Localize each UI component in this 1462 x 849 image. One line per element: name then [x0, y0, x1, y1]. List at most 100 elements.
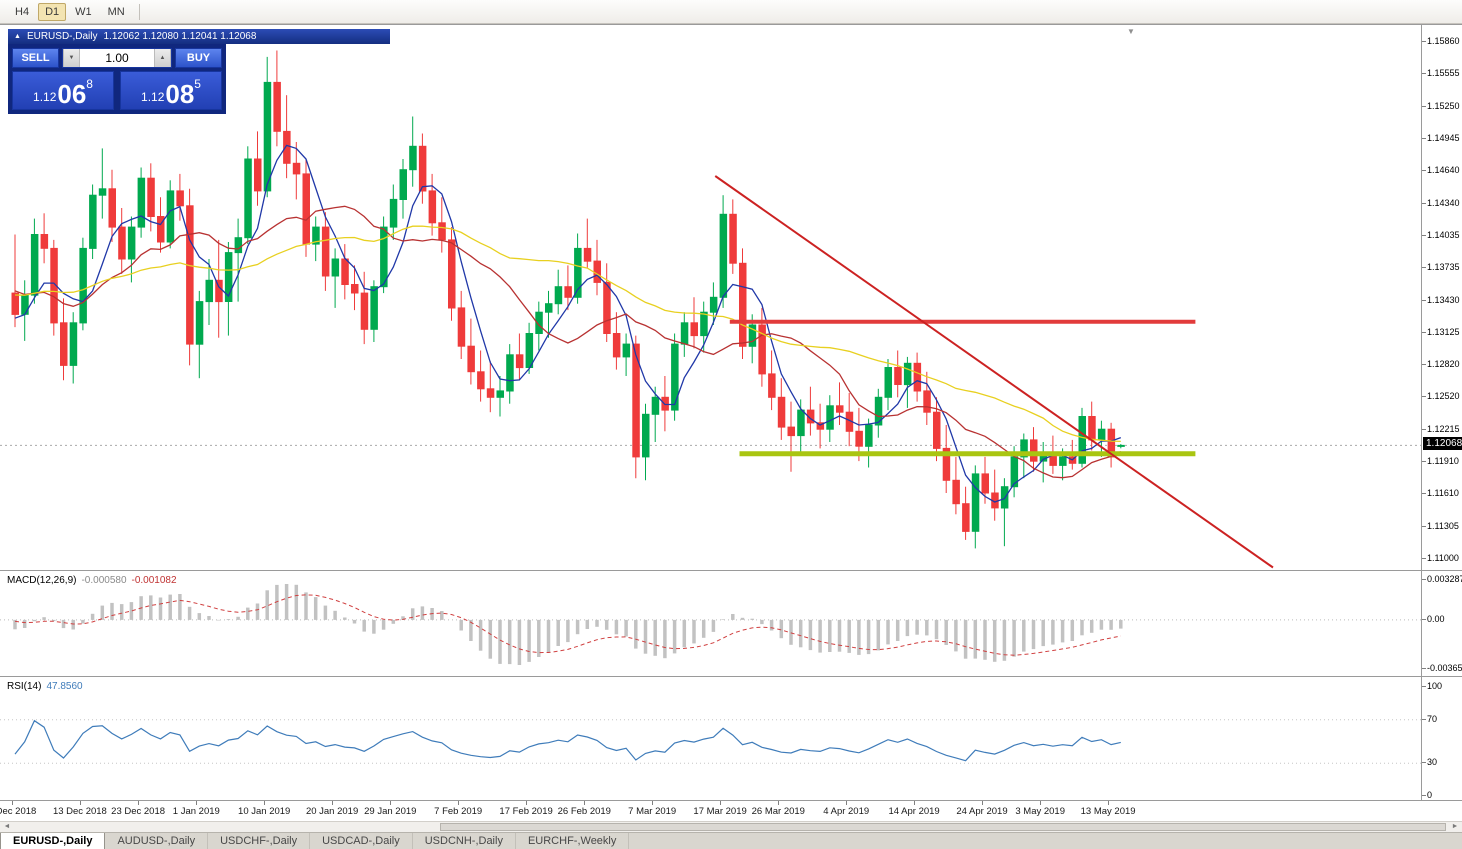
price-chart-canvas[interactable] [0, 26, 1421, 571]
candle-body [942, 447, 951, 481]
candle-body [836, 405, 844, 413]
candle-body [370, 286, 378, 330]
sell-button[interactable]: SELL [12, 48, 59, 68]
date-axis-label: 7 Mar 2019 [628, 806, 677, 817]
chart-horizontal-scrollbar[interactable]: ◄ ► [0, 821, 1462, 832]
macd-axis-label: -0.003655 [1427, 663, 1462, 673]
candle-body [709, 296, 718, 313]
timeframe-button-mn[interactable]: MN [107, 5, 125, 18]
candle-body [564, 286, 572, 298]
candle-body [816, 422, 825, 430]
candle-body [612, 333, 621, 358]
buy-price-display[interactable]: 1.12 08 5 [120, 71, 222, 110]
candle-body [127, 226, 136, 260]
candle-body [292, 162, 301, 175]
candle-body [632, 343, 640, 458]
candle-body [79, 247, 87, 324]
date-axis-label: 10 Jan 2019 [238, 806, 291, 817]
date-axis[interactable]: 4 Dec 2018 13 Dec 2018 23 Dec 2018 1 Jan 20… [0, 800, 1462, 821]
descending-trendline[interactable] [714, 175, 1274, 569]
candle-body [331, 258, 340, 277]
candle-body [409, 145, 417, 171]
macd-indicator-pane[interactable]: MACD(12,26,9) -0.000580 -0.001082 [0, 570, 1421, 676]
date-axis-label: 24 Apr 2019 [956, 806, 1008, 817]
price-axis-label: 1.12215 [1427, 423, 1460, 434]
price-axis-label: 1.14640 [1427, 165, 1460, 176]
sell-price-display[interactable]: 1.12 06 8 [12, 71, 114, 110]
candle-body [341, 258, 349, 285]
date-axis-label: 20 Jan 2019 [305, 806, 359, 817]
chart-tab-bar: EURUSD-,Daily AUDUSD-,Daily USDCHF-,Daily U… [0, 832, 1462, 849]
candle-body [302, 173, 310, 245]
candle-body [195, 301, 204, 345]
price-axis[interactable]: 1.15860 1.15555 1.15250 1.14945 1.14640 1.143… [1421, 24, 1462, 570]
chart-tab-usdcnh[interactable]: USDCNH-,Daily [413, 833, 516, 849]
price-axis-label: 1.11000 [1427, 553, 1459, 563]
chart-tab-eurchf[interactable]: EURCHF-,Weekly [516, 833, 630, 849]
chart-ohlc-quote: 1.12062 1.12080 1.12041 1.12068 [103, 31, 257, 42]
chart-tab-audusd[interactable]: AUDUSD-,Daily [105, 833, 209, 849]
moving-average-5 [14, 144, 1122, 503]
scrollbar-thumb[interactable] [440, 823, 1446, 831]
candle-body [438, 222, 446, 241]
candle-body [60, 322, 68, 366]
candle-body [137, 177, 146, 228]
buy-button[interactable]: BUY [175, 48, 222, 68]
timeframe-button-h4[interactable]: H4 [15, 5, 30, 18]
candle-body [787, 426, 795, 437]
candle-body [894, 367, 902, 385]
scroll-right-icon[interactable]: ► [1451, 823, 1459, 830]
chart-tab-usdchf[interactable]: USDCHF-,Daily [208, 833, 311, 849]
timeframe-button-d1[interactable]: D1 [38, 2, 67, 21]
chart-shift-marker-icon[interactable]: ▼ [1127, 27, 1135, 36]
candle-body [360, 292, 369, 330]
price-axis-label: 1.11610 [1427, 488, 1459, 499]
price-chart-pane[interactable]: ▲ EURUSD-,Daily 1.12062 1.12080 1.12041 … [0, 24, 1421, 570]
chart-tab-eurusd[interactable]: EURUSD-,Daily [0, 833, 106, 849]
candle-body [739, 262, 747, 347]
macd-name: MACD(12,26,9) [7, 575, 77, 586]
date-axis-label: 17 Mar 2019 [693, 806, 747, 817]
candle-body [913, 362, 922, 392]
price-axis-label: 1.14035 [1427, 229, 1460, 240]
one-click-collapse-icon[interactable]: ▲ [14, 33, 21, 40]
chart-tab-usdcad[interactable]: USDCAD-,Daily [310, 833, 413, 849]
candle-body [176, 190, 184, 207]
volume-increase-icon[interactable]: ▲ [154, 49, 171, 67]
rsi-name: RSI(14) [7, 681, 42, 692]
candle-body [535, 311, 543, 335]
volume-input[interactable]: 1.00 [105, 51, 129, 65]
timeframe-button-w1[interactable]: W1 [75, 5, 92, 18]
candle-body [1030, 439, 1038, 462]
rsi-axis[interactable]: 100 70 30 0 [1421, 676, 1462, 800]
date-axis-label: 13 Dec 2018 [52, 806, 107, 817]
chart-symbol-title: EURUSD-,Daily [26, 31, 98, 42]
rsi-axis-label: 70 [1427, 713, 1438, 724]
volume-decrease-icon[interactable]: ▼ [63, 49, 80, 67]
candle-body [981, 473, 989, 494]
candle-body [380, 226, 388, 288]
rsi-indicator-pane[interactable]: RSI(14) 47.8560 [0, 676, 1421, 800]
candle-body [603, 281, 611, 334]
rsi-axis-label: 0 [1427, 790, 1433, 800]
scroll-left-icon[interactable]: ◄ [3, 823, 11, 830]
rsi-axis-label: 100 [1427, 681, 1443, 691]
candle-body [962, 503, 970, 532]
chart-title-bar[interactable]: ▲ EURUSD-,Daily 1.12062 1.12080 1.12041 … [8, 29, 390, 44]
candle-body [50, 247, 58, 324]
date-axis-label: 17 Feb 2019 [499, 806, 553, 817]
candle-body [486, 388, 495, 398]
candle-body [545, 303, 553, 313]
candle-body [923, 390, 931, 413]
candle-body [884, 367, 892, 398]
one-click-trading-panel: SELL ▼ 1.00 ▲ BUY 1.12 06 8 1.12 08 5 [8, 44, 226, 114]
candle-body [903, 362, 912, 386]
candle-body [98, 188, 107, 196]
candle-body [312, 226, 320, 245]
price-axis-label: 1.13430 [1427, 294, 1460, 305]
macd-axis[interactable]: 0.003287 0.00 -0.003655 [1421, 570, 1462, 676]
moving-average-34 [14, 225, 1121, 443]
timeframe-toolbar: H4 D1 W1 MN [0, 0, 1462, 24]
candle-body [186, 205, 194, 345]
candle-body [651, 396, 660, 415]
